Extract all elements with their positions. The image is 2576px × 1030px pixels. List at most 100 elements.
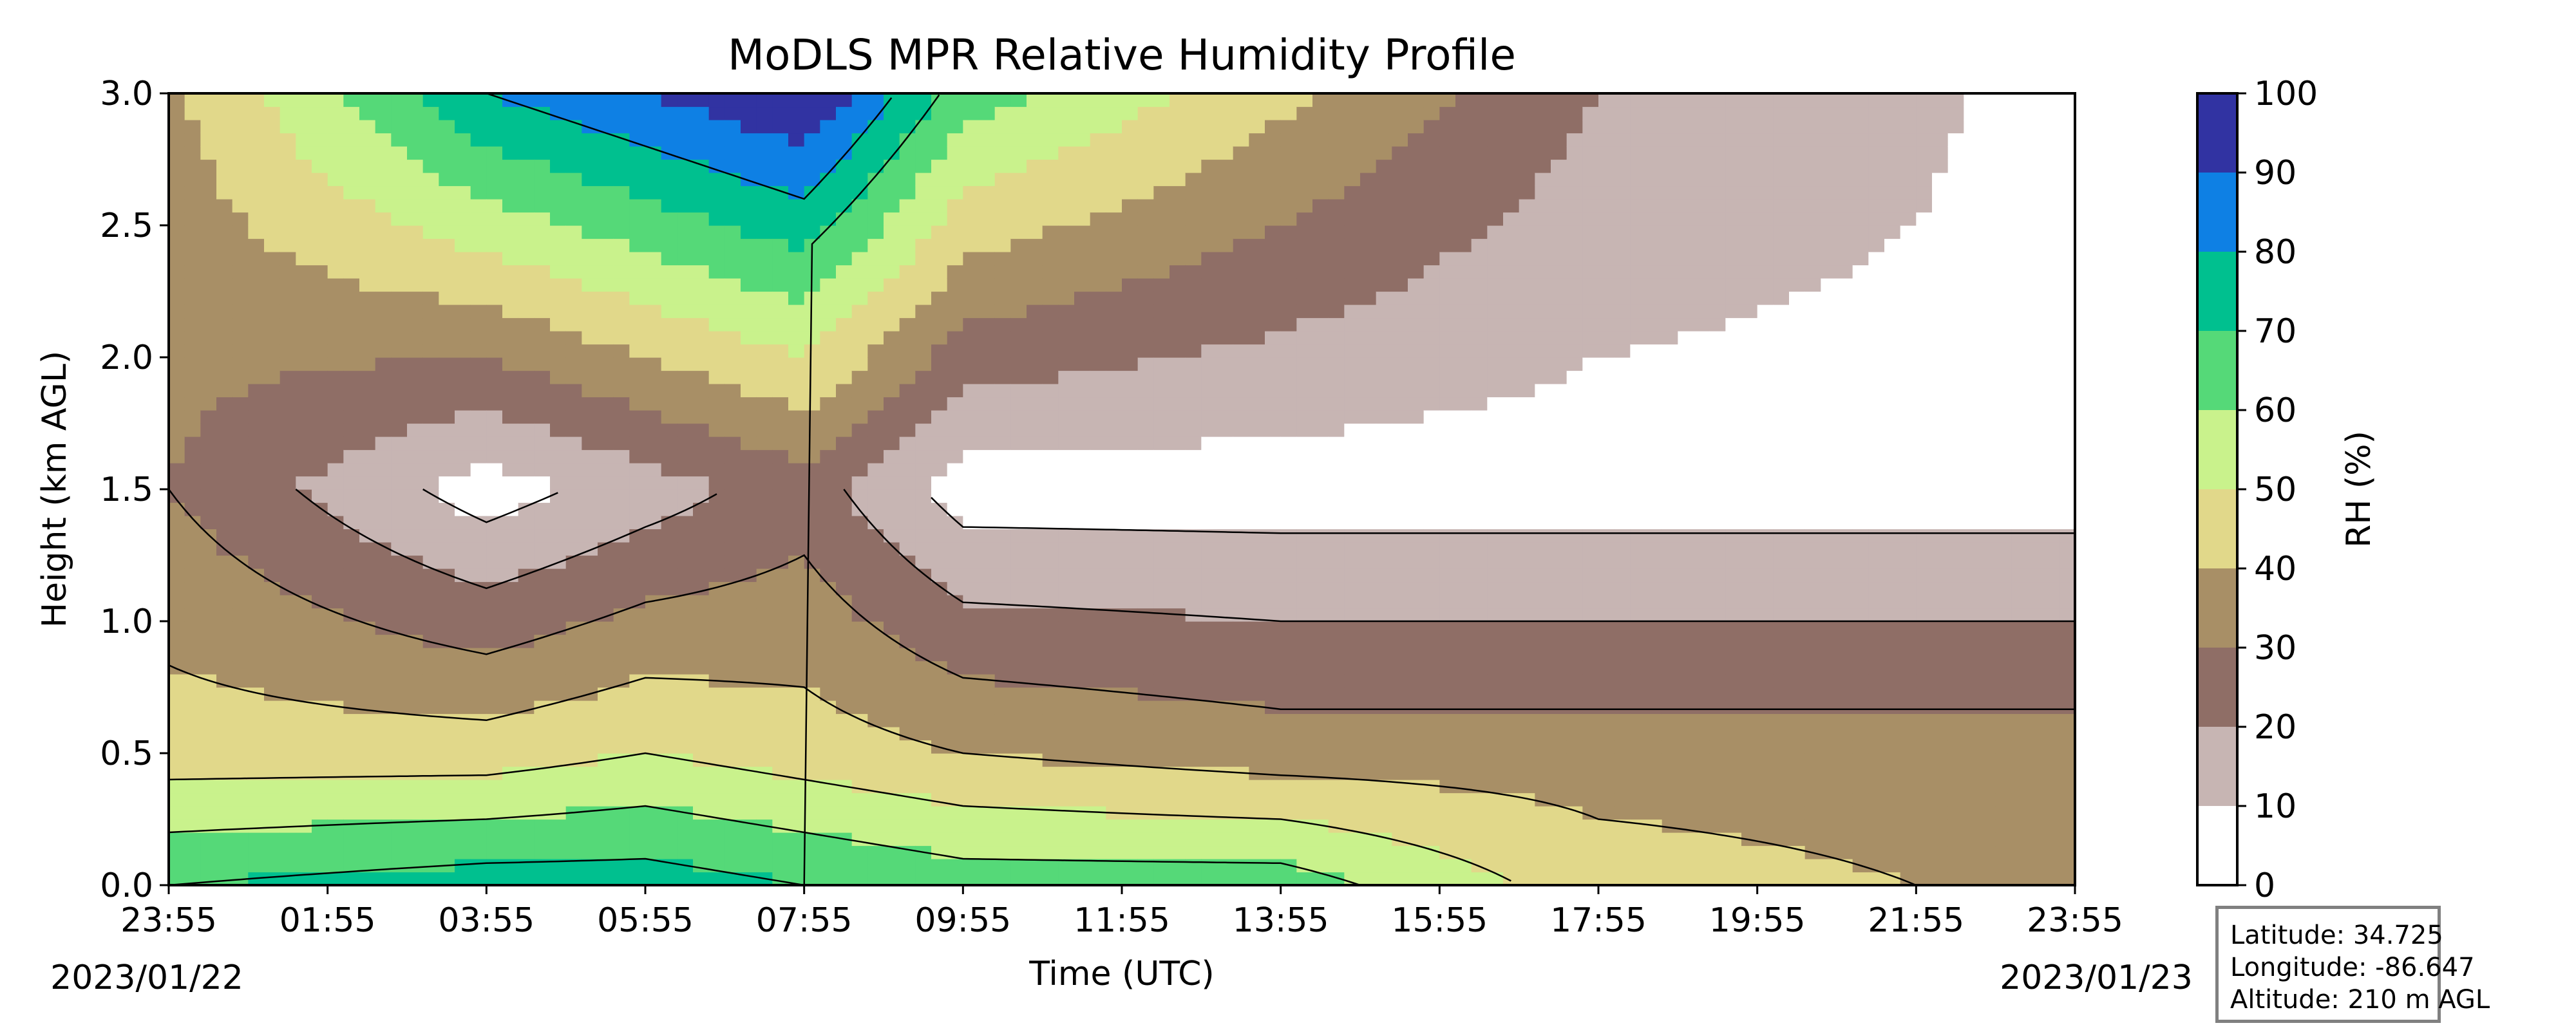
rh-cell <box>279 120 296 134</box>
rh-cell <box>582 146 598 160</box>
rh-cell <box>169 502 185 516</box>
rh-cell <box>312 331 328 345</box>
rh-cell <box>1376 819 1392 833</box>
rh-cell <box>327 173 344 187</box>
rh-cell <box>788 357 805 371</box>
rh-cell <box>820 185 837 200</box>
rh-cell <box>1280 252 1297 266</box>
rh-cell <box>598 845 614 859</box>
rh-cell <box>1027 608 1043 622</box>
rh-cell <box>772 502 789 516</box>
rh-cell <box>439 397 455 411</box>
rh-cell <box>741 502 757 516</box>
rh-cell <box>1376 780 1392 794</box>
rh-cell <box>804 410 820 424</box>
rh-cell <box>534 832 551 847</box>
rh-cell <box>1392 516 1408 530</box>
rh-cell <box>1090 713 1106 727</box>
rh-cell <box>343 542 360 556</box>
rh-cell <box>327 502 344 516</box>
rh-cell <box>994 516 1011 530</box>
rh-cell <box>741 581 757 595</box>
rh-cell <box>550 516 567 530</box>
rh-cell <box>422 555 439 569</box>
rh-cell <box>867 252 884 266</box>
rh-cell <box>502 278 519 292</box>
rh-cell <box>1106 265 1122 279</box>
rh-cell <box>264 792 281 807</box>
rh-cell <box>1471 265 1488 279</box>
rh-cell <box>455 476 471 490</box>
rh-cell <box>1249 687 1265 701</box>
rh-cell <box>1376 753 1392 767</box>
rh-cell <box>455 344 471 358</box>
rh-cell <box>248 93 265 108</box>
rh-cell <box>455 357 471 371</box>
rh-cell <box>200 436 217 451</box>
rh-cell <box>582 238 598 252</box>
rh-cell <box>979 621 996 635</box>
rh-cell <box>1170 502 1186 516</box>
rh-cell <box>502 634 519 648</box>
rh-cell <box>629 317 646 332</box>
rh-cell <box>979 555 996 569</box>
rh-cell <box>884 344 900 358</box>
rh-cell <box>470 159 487 173</box>
rh-cell <box>1137 146 1154 160</box>
rh-cell <box>645 133 662 147</box>
rh-cell <box>327 252 344 266</box>
rh-cell <box>979 674 996 688</box>
rh-cell <box>248 199 265 213</box>
rh-cell <box>629 449 646 464</box>
rh-cell <box>947 370 963 384</box>
rh-cell <box>1392 146 1408 160</box>
rh-cell <box>184 648 201 662</box>
rh-cell <box>1455 344 1472 358</box>
rh-cell <box>582 410 598 424</box>
rh-cell <box>486 568 503 583</box>
rh-cell <box>598 700 614 715</box>
rh-cell <box>645 568 662 583</box>
rh-cell <box>1249 199 1265 213</box>
rh-cell <box>1376 634 1392 648</box>
rh-cell <box>915 555 932 569</box>
rh-cell <box>550 238 567 252</box>
rh-cell <box>851 555 868 569</box>
rh-cell <box>884 304 900 319</box>
rh-cell <box>1027 357 1043 371</box>
rh-cell <box>994 199 1011 213</box>
rh-cell <box>1170 93 1186 108</box>
rh-cell <box>1185 331 1202 345</box>
rh-cell <box>375 397 392 411</box>
rh-cell <box>708 120 725 134</box>
rh-cell <box>1010 713 1027 727</box>
rh-cell <box>1090 648 1106 662</box>
rh-cell <box>1233 278 1249 292</box>
rh-cell <box>693 265 710 279</box>
rh-cell <box>1408 542 1425 556</box>
rh-cell <box>391 872 408 885</box>
rh-cell <box>931 304 948 319</box>
rh-cell <box>772 529 789 543</box>
rh-cell <box>1312 674 1329 688</box>
rh-cell <box>804 449 820 464</box>
rh-cell <box>804 146 820 160</box>
rh-cell <box>327 331 344 345</box>
rh-cell <box>502 792 519 807</box>
rh-cell <box>1217 133 1234 147</box>
rh-cell <box>1153 199 1170 213</box>
rh-cell <box>216 384 233 398</box>
rh-cell <box>1042 344 1059 358</box>
rh-cell <box>756 304 773 319</box>
rh-cell <box>1042 700 1059 715</box>
rh-cell <box>486 106 503 120</box>
rh-cell <box>1471 212 1488 226</box>
rh-cell <box>1344 608 1361 622</box>
rh-cell <box>851 304 868 319</box>
rh-cell <box>1122 595 1139 609</box>
rh-cell <box>216 516 233 530</box>
rh-cell <box>947 872 963 885</box>
rh-cell <box>1344 516 1361 530</box>
rh-cell <box>899 595 916 609</box>
rh-cell <box>804 648 820 662</box>
